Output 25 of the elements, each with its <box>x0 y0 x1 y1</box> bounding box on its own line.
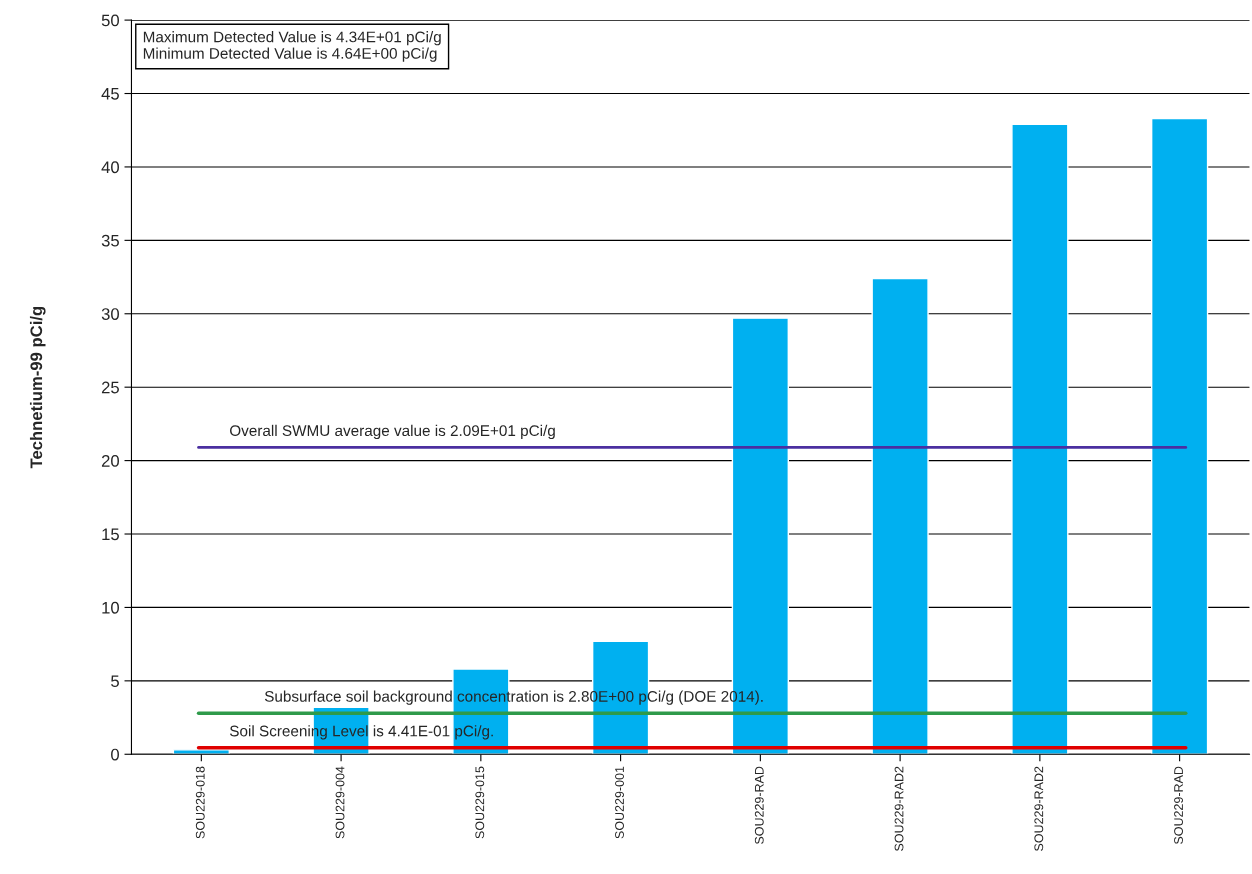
bar <box>871 277 929 755</box>
x-tick-label: SOU229-RAD <box>754 766 764 844</box>
x-tick-label: SOU229-004 <box>335 766 345 839</box>
y-tick-label: 0 <box>111 748 119 761</box>
ref-line-label: Overall SWMU average value is 2.09E+01 pCi/g <box>230 424 555 440</box>
x-tick-label: SOU229-018 <box>195 766 205 839</box>
y-tick-label: 20 <box>101 455 119 467</box>
x-tick-label: SOU229-001 <box>615 766 624 839</box>
y-tick-label: 40 <box>101 161 119 174</box>
x-tick-label: SOU229-015 <box>475 766 485 839</box>
bar <box>1150 117 1209 755</box>
x-tick-label: SOU229-RAD <box>1174 766 1183 844</box>
y-tick-label: 5 <box>111 675 119 688</box>
y-tick-label: 45 <box>101 88 119 100</box>
y-tick-label: 50 <box>101 14 119 27</box>
y-tick-label: 25 <box>101 381 119 394</box>
annotation: Maximum Detected Value is 4.34E+01 pCi/g Minimum Detected Value is 4.64E+00 pCi/g <box>143 31 441 62</box>
bar <box>1011 123 1069 755</box>
y-tick-label: 10 <box>102 601 119 614</box>
y-axis-title: Technetium-99 pCi/g <box>29 306 46 469</box>
x-tick-label: SOU229-RAD2 <box>894 766 904 851</box>
y-tick-label: 35 <box>101 234 119 247</box>
y-tick-label: 30 <box>101 308 119 320</box>
x-tick-label: SOU229-RAD2 <box>1034 766 1044 851</box>
y-tick-label: 15 <box>102 528 119 541</box>
